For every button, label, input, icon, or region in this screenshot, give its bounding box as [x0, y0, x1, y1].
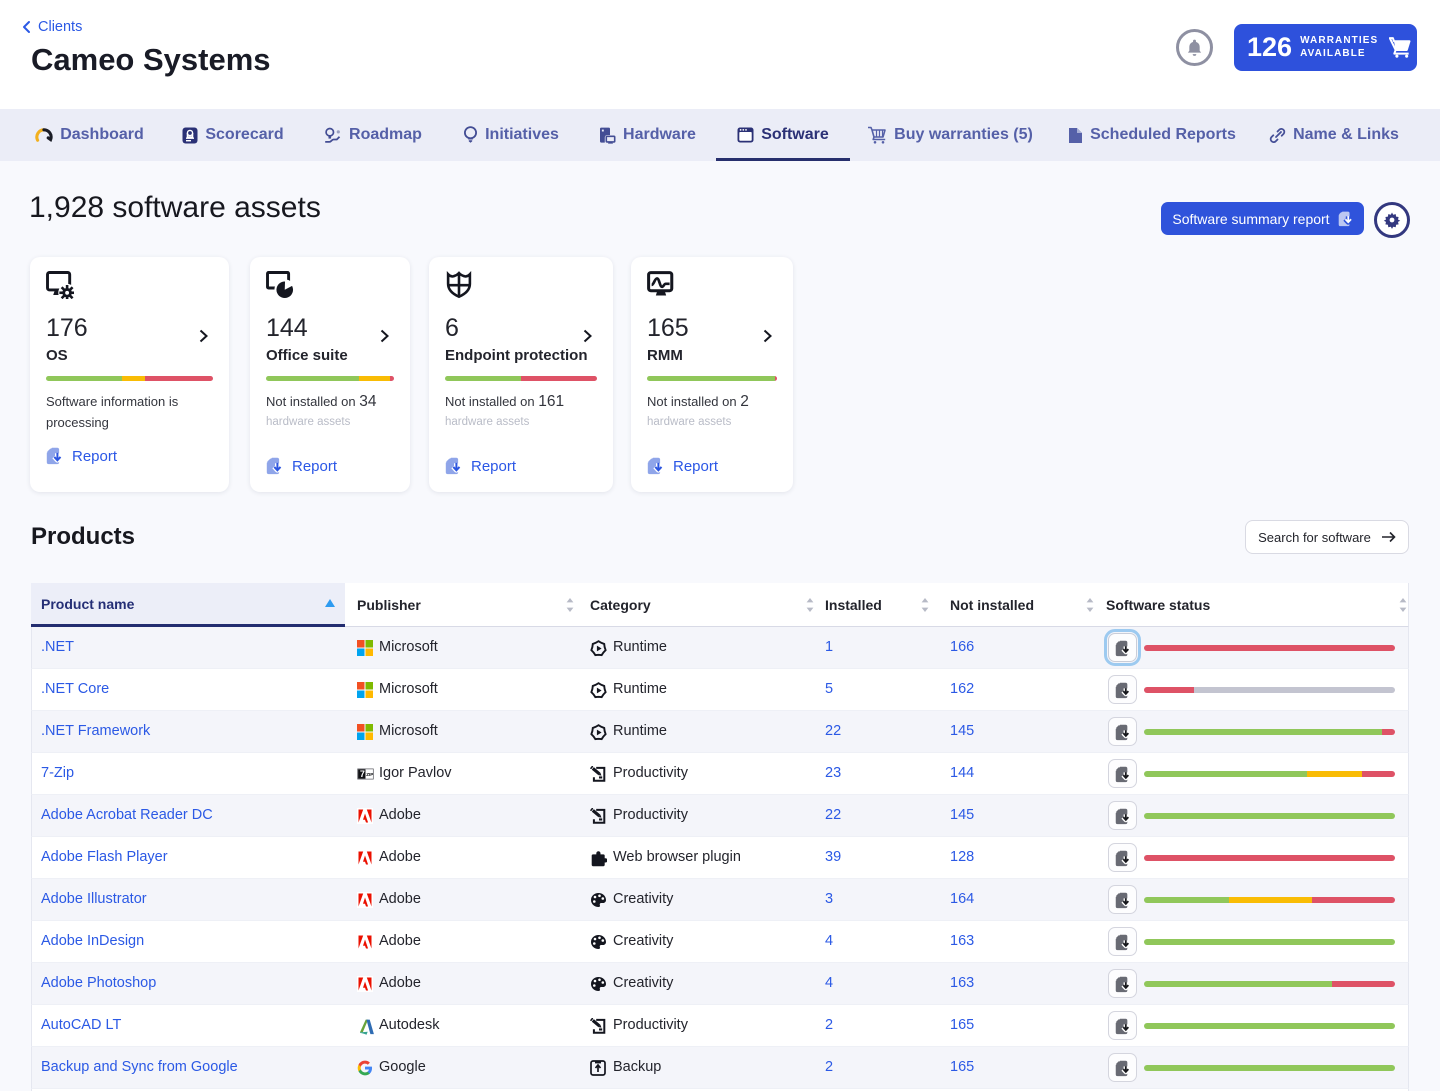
- svg-text:7: 7: [360, 769, 365, 779]
- svg-text:ZIP: ZIP: [366, 772, 373, 777]
